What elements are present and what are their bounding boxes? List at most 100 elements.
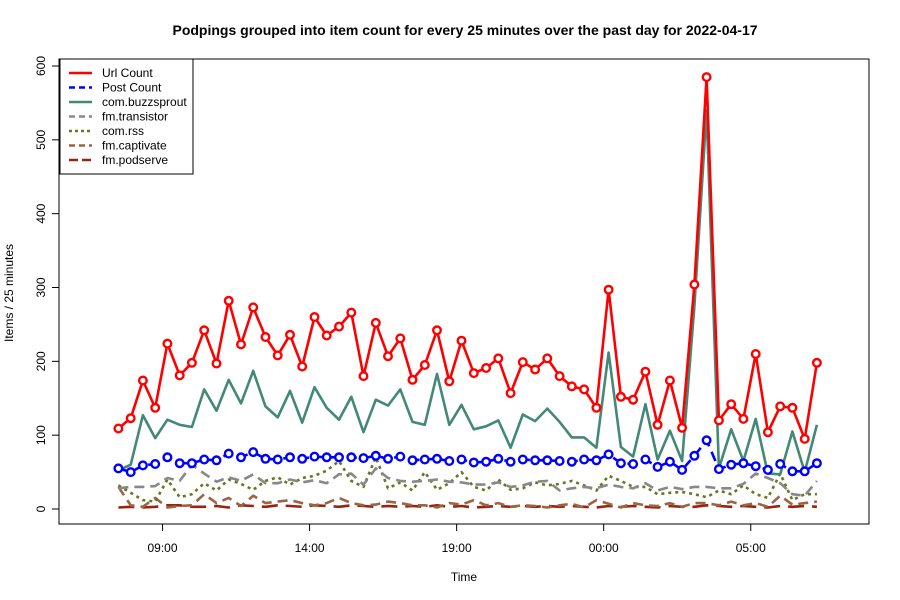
x-axis-label: Time bbox=[451, 570, 478, 584]
data-point bbox=[787, 466, 798, 477]
data-point bbox=[775, 459, 786, 470]
data-point bbox=[799, 466, 810, 477]
data-point bbox=[566, 456, 577, 467]
legend-label: fm.podserve bbox=[102, 153, 168, 167]
data-point bbox=[640, 366, 651, 377]
y-tick-label: 300 bbox=[34, 277, 48, 297]
data-point bbox=[358, 371, 369, 382]
data-point bbox=[652, 419, 663, 430]
y-tick-label: 0 bbox=[34, 505, 48, 512]
y-tick-label: 400 bbox=[34, 203, 48, 223]
data-point bbox=[370, 450, 381, 461]
data-point bbox=[235, 452, 246, 463]
data-point bbox=[603, 449, 614, 460]
x-tick-label: 19:00 bbox=[442, 541, 472, 555]
data-point bbox=[713, 464, 724, 475]
data-point bbox=[137, 375, 148, 386]
data-point bbox=[787, 402, 798, 413]
data-point bbox=[309, 312, 320, 323]
data-point bbox=[579, 454, 590, 465]
data-point bbox=[811, 357, 822, 368]
data-point bbox=[677, 464, 688, 475]
data-point bbox=[407, 374, 418, 385]
data-point bbox=[726, 399, 737, 410]
data-point bbox=[542, 353, 553, 364]
data-point bbox=[554, 456, 565, 467]
data-point bbox=[235, 339, 246, 350]
data-point bbox=[285, 329, 296, 340]
data-point bbox=[640, 454, 651, 465]
data-point bbox=[321, 452, 332, 463]
data-point bbox=[591, 455, 602, 466]
data-point bbox=[738, 413, 749, 424]
data-point bbox=[199, 325, 210, 336]
data-point bbox=[272, 454, 283, 465]
data-point bbox=[689, 279, 700, 290]
data-point bbox=[383, 453, 394, 464]
data-point bbox=[628, 394, 639, 405]
x-tick-label: 00:00 bbox=[589, 541, 619, 555]
data-point bbox=[530, 455, 541, 466]
data-point bbox=[370, 317, 381, 328]
series-line bbox=[118, 438, 818, 474]
data-point bbox=[150, 402, 161, 413]
data-point bbox=[174, 370, 185, 381]
data-point bbox=[493, 353, 504, 364]
legend-label: fm.captivate bbox=[102, 139, 167, 153]
data-point bbox=[174, 458, 185, 469]
data-point bbox=[775, 401, 786, 412]
x-axis: 09:00 14:00 19:00 00:00 05:00 bbox=[148, 524, 766, 555]
data-point bbox=[762, 427, 773, 438]
series-layer bbox=[113, 72, 822, 509]
series-line bbox=[117, 109, 819, 476]
data-point bbox=[113, 423, 124, 434]
data-point bbox=[223, 448, 234, 459]
data-point bbox=[481, 363, 492, 374]
data-point bbox=[260, 332, 271, 343]
y-tick-label: 600 bbox=[34, 56, 48, 76]
data-point bbox=[248, 302, 259, 313]
data-point bbox=[493, 453, 504, 464]
data-point bbox=[799, 433, 810, 444]
data-point bbox=[664, 375, 675, 386]
series-url-count bbox=[113, 72, 822, 444]
chart-title: Podpings grouped into item count for eve… bbox=[172, 22, 757, 38]
data-point bbox=[750, 461, 761, 472]
data-point bbox=[223, 295, 234, 306]
data-point bbox=[689, 450, 700, 461]
data-point bbox=[211, 455, 222, 466]
data-point bbox=[383, 351, 394, 362]
data-point bbox=[419, 360, 430, 371]
data-point bbox=[664, 456, 675, 467]
data-point bbox=[137, 460, 148, 471]
legend-label: Url Count bbox=[102, 66, 153, 80]
series-line bbox=[117, 486, 818, 509]
data-point bbox=[186, 458, 197, 469]
series-fm-captivate bbox=[117, 486, 818, 509]
data-point bbox=[468, 368, 479, 379]
data-point bbox=[811, 458, 822, 469]
data-point bbox=[701, 72, 712, 83]
legend-label: com.rss bbox=[102, 124, 144, 138]
y-axis-label: Items / 25 minutes bbox=[2, 244, 16, 342]
data-point bbox=[395, 333, 406, 344]
series-fm-transistor bbox=[118, 463, 818, 498]
data-point bbox=[297, 453, 308, 464]
data-point bbox=[297, 361, 308, 372]
data-point bbox=[738, 458, 749, 469]
data-point bbox=[566, 381, 577, 392]
y-tick-label: 500 bbox=[34, 130, 48, 150]
series-line bbox=[117, 455, 817, 503]
legend-label: com.buzzsprout bbox=[102, 95, 187, 109]
data-point bbox=[554, 371, 565, 382]
x-tick-label: 05:00 bbox=[736, 541, 766, 555]
data-point bbox=[150, 459, 161, 470]
series-line bbox=[118, 503, 817, 509]
data-point bbox=[517, 357, 528, 368]
data-point bbox=[321, 330, 332, 341]
y-tick-label: 100 bbox=[34, 425, 48, 445]
data-point bbox=[505, 388, 516, 399]
data-point bbox=[285, 452, 296, 463]
data-point bbox=[395, 451, 406, 462]
